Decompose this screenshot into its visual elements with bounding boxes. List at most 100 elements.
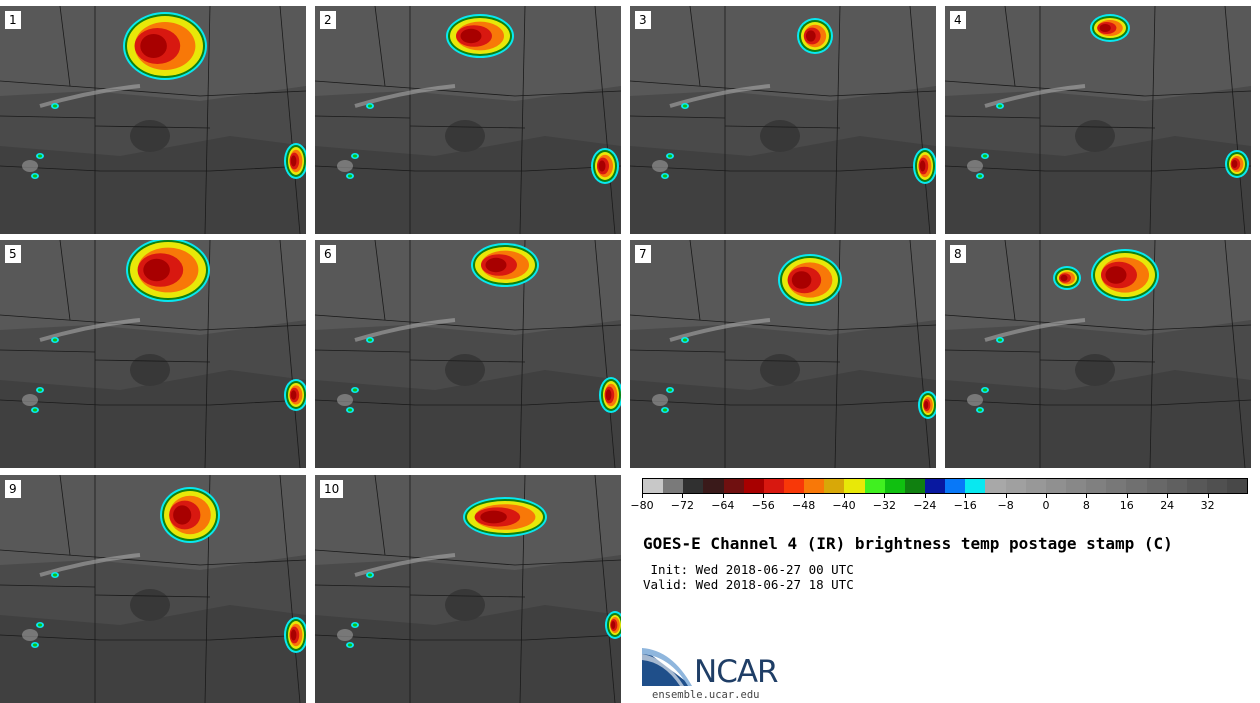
satellite-map xyxy=(945,240,1251,468)
map-panel-10: 10 xyxy=(315,475,621,703)
colorbar-segment xyxy=(763,479,784,493)
colorbar-tick-label: 8 xyxy=(1082,499,1090,512)
panel-label: 3 xyxy=(635,11,651,29)
colorbar-tick xyxy=(1005,494,1007,498)
colorbar-tick xyxy=(1207,494,1209,498)
colorbar-segment xyxy=(643,479,664,493)
storm-cell xyxy=(1091,249,1159,301)
panel-label: 6 xyxy=(320,245,336,263)
map-panel-2: 2 xyxy=(315,6,621,234)
colorbar-tick xyxy=(965,494,967,498)
storm-cell xyxy=(446,14,514,58)
panel-label: 2 xyxy=(320,11,336,29)
satellite-map xyxy=(0,475,306,703)
map-panel-8: 8 xyxy=(945,240,1251,468)
colorbar-segment xyxy=(1186,479,1207,493)
colorbar-tick-label: −24 xyxy=(913,499,937,512)
map-panel-4: 4 xyxy=(945,6,1251,234)
panel-label: 9 xyxy=(5,480,21,498)
storm-cell xyxy=(123,12,207,80)
init-time: Init: Wed 2018-06-27 00 UTC xyxy=(643,562,854,577)
colorbar-tick-label: 32 xyxy=(1200,499,1215,512)
colorbar-tick xyxy=(763,494,765,498)
colorbar xyxy=(642,478,1248,494)
colorbar-segment xyxy=(1045,479,1066,493)
colorbar-segment xyxy=(864,479,885,493)
colorbar-tick-label: 24 xyxy=(1160,499,1175,512)
colorbar-segment xyxy=(945,479,966,493)
colorbar-tick xyxy=(844,494,845,498)
map-panel-7: 7 xyxy=(630,240,936,468)
satellite-map xyxy=(630,240,936,468)
satellite-map xyxy=(630,6,936,234)
satellite-map xyxy=(945,6,1251,234)
colorbar-tick-label: 16 xyxy=(1119,499,1134,512)
storm-cell xyxy=(284,617,306,653)
colorbar-tick xyxy=(1086,494,1088,498)
colorbar-ticks: −80 −72 −64 −56 −48 −40 −32 −24 −16 −8 0 8 16 24 32 xyxy=(630,494,1248,516)
panel-label: 4 xyxy=(950,11,966,29)
storm-cell xyxy=(778,254,842,306)
map-panel-5: 5 xyxy=(0,240,306,468)
colorbar-tick xyxy=(722,494,724,498)
storm-cell xyxy=(284,143,306,179)
colorbar-tick-label: −80 xyxy=(630,499,654,512)
colorbar-segment xyxy=(1065,479,1087,493)
map-panel-3: 3 xyxy=(630,6,936,234)
colorbar-segment xyxy=(783,479,805,493)
colorbar-tick-label: −72 xyxy=(670,499,694,512)
site-url: ensemble.ucar.edu xyxy=(652,689,760,701)
colorbar-tick xyxy=(1046,494,1047,498)
colorbar-tick-label: −8 xyxy=(997,499,1014,512)
colorbar-tick xyxy=(682,494,684,498)
storm-cell xyxy=(913,148,936,184)
storm-cell xyxy=(918,391,936,419)
colorbar-tick xyxy=(642,494,643,498)
storm-cell xyxy=(1090,14,1130,42)
colorbar-segment xyxy=(804,479,825,493)
colorbar-tick xyxy=(803,494,805,498)
colorbar-tick-label: −56 xyxy=(751,499,775,512)
colorbar-segment xyxy=(1106,479,1127,493)
storm-cell xyxy=(126,240,210,302)
colorbar-tick xyxy=(924,494,926,498)
panel-label: 10 xyxy=(320,480,344,498)
panel-label: 5 xyxy=(5,245,21,263)
colorbar-segment xyxy=(743,479,764,493)
colorbar-segment xyxy=(884,479,905,493)
colorbar-tick-label: −48 xyxy=(791,499,816,512)
figure-title: GOES-E Channel 4 (IR) brightness temp po… xyxy=(643,534,1173,553)
colorbar-segment xyxy=(1005,479,1026,493)
colorbar-tick-label: 0 xyxy=(1042,499,1050,512)
storm-cell xyxy=(591,148,619,184)
satellite-map xyxy=(315,6,621,234)
panel-label: 8 xyxy=(950,245,966,263)
colorbar-segment xyxy=(965,479,986,493)
colorbar-segment xyxy=(1025,479,1046,493)
colorbar-segment xyxy=(844,479,865,493)
colorbar-tick xyxy=(1167,494,1169,498)
colorbar-tick-label: −32 xyxy=(872,499,896,512)
colorbar-tick xyxy=(884,494,886,498)
logo-wordmark: NCAR xyxy=(694,654,779,690)
satellite-map xyxy=(315,475,621,703)
colorbar-segment xyxy=(1206,479,1228,493)
colorbar-segment xyxy=(723,479,744,493)
map-panel-9: 9 xyxy=(0,475,306,703)
panel-label: 1 xyxy=(5,11,21,29)
colorbar-segment xyxy=(683,479,704,493)
storm-cell xyxy=(797,18,833,54)
storm-cell xyxy=(1053,266,1081,290)
map-panel-6: 6 xyxy=(315,240,621,468)
map-panel-1: 1 xyxy=(0,6,306,234)
colorbar-segment xyxy=(1126,479,1147,493)
storm-cell xyxy=(160,487,220,543)
ncar-logo-icon xyxy=(642,648,692,686)
colorbar-segment xyxy=(1227,479,1248,493)
colorbar-segment xyxy=(703,479,724,493)
colorbar-segment xyxy=(1086,479,1107,493)
satellite-map xyxy=(0,6,306,234)
colorbar-segment xyxy=(1166,479,1187,493)
panel-label: 7 xyxy=(635,245,651,263)
satellite-map xyxy=(315,240,621,468)
